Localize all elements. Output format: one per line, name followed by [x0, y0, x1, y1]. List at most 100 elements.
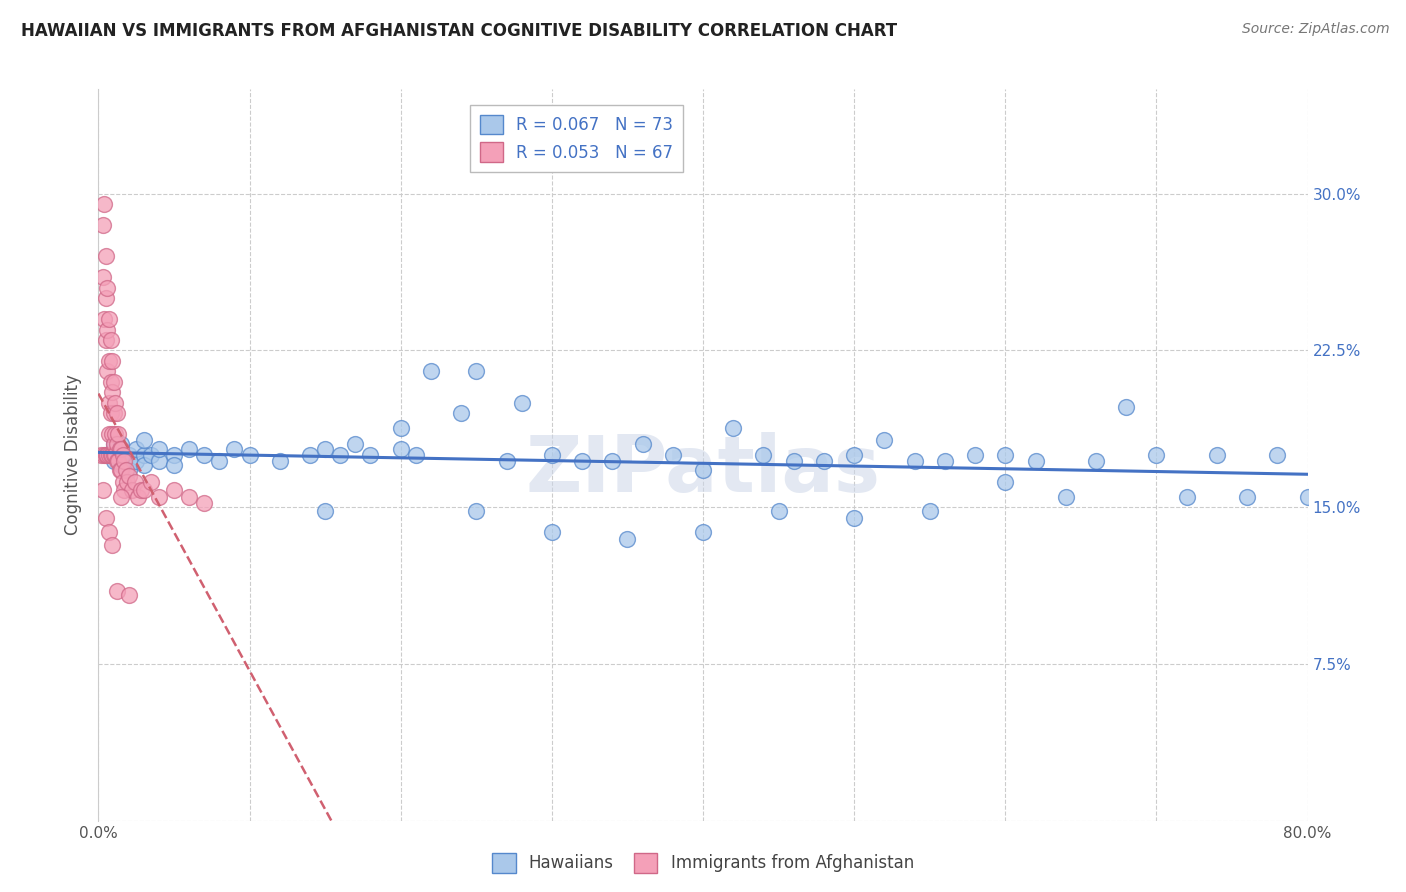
Point [111, 475, 134, 489]
Text: HAWAIIAN VS IMMIGRANTS FROM AFGHANISTAN COGNITIVE DISABILITY CORRELATION CHART: HAWAIIAN VS IMMIGRANTS FROM AFGHANISTAN … [21, 22, 897, 40]
Point [994, 475, 1017, 489]
Point [1175, 490, 1198, 504]
Point [389, 421, 412, 435]
Point [450, 406, 472, 420]
Point [405, 448, 427, 462]
Point [105, 437, 128, 451]
Point [1206, 448, 1229, 462]
Text: Source: ZipAtlas.com: Source: ZipAtlas.com [1241, 22, 1389, 37]
Point [110, 458, 132, 473]
Point [510, 395, 533, 409]
Point [98, 448, 121, 462]
Point [571, 454, 593, 468]
Point [103, 406, 125, 420]
Point [127, 490, 149, 504]
Point [904, 454, 927, 468]
Point [692, 525, 714, 540]
Point [239, 448, 262, 462]
Point [208, 454, 231, 468]
Point [148, 490, 170, 504]
Point [329, 448, 352, 462]
Point [94, 249, 117, 263]
Point [91, 218, 114, 232]
Point [101, 427, 124, 442]
Point [1267, 448, 1289, 462]
Point [108, 442, 131, 456]
Point [118, 468, 141, 483]
Point [101, 448, 124, 462]
Point [125, 454, 148, 468]
Point [111, 448, 134, 462]
Point [110, 448, 132, 462]
Point [132, 483, 155, 498]
Point [844, 448, 866, 462]
Point [105, 583, 128, 598]
Point [661, 448, 683, 462]
Point [1296, 490, 1319, 504]
Point [360, 448, 382, 462]
Point [100, 333, 122, 347]
Point [96, 448, 118, 462]
Point [783, 454, 806, 468]
Point [148, 442, 170, 456]
Point [118, 462, 141, 476]
Point [692, 462, 714, 476]
Point [124, 475, 146, 489]
Point [93, 312, 115, 326]
Point [141, 448, 163, 462]
Point [994, 448, 1017, 462]
Point [105, 406, 128, 420]
Point [110, 462, 132, 476]
Point [118, 454, 141, 468]
Point [101, 354, 124, 368]
Point [163, 448, 186, 462]
Point [132, 458, 155, 473]
Point [224, 442, 246, 456]
Point [269, 454, 291, 468]
Point [1236, 490, 1258, 504]
Point [918, 504, 941, 518]
Point [540, 525, 562, 540]
Point [94, 510, 117, 524]
Point [101, 385, 124, 400]
Point [93, 197, 115, 211]
Point [91, 270, 114, 285]
Point [616, 532, 638, 546]
Point [193, 496, 215, 510]
Point [129, 483, 152, 498]
Point [114, 462, 136, 476]
Point [465, 364, 488, 378]
Point [98, 354, 121, 368]
Point [389, 442, 412, 456]
Point [768, 504, 790, 518]
Point [96, 364, 118, 378]
Point [100, 448, 122, 462]
Point [115, 475, 138, 489]
Point [148, 454, 170, 468]
Point [100, 375, 122, 389]
Point [125, 442, 148, 456]
Point [94, 448, 117, 462]
Point [108, 462, 131, 476]
Text: ZIPatlas: ZIPatlas [526, 432, 880, 508]
Point [179, 442, 201, 456]
Point [314, 504, 336, 518]
Point [110, 490, 132, 504]
Point [193, 448, 215, 462]
Point [94, 291, 117, 305]
Point [602, 454, 624, 468]
Point [132, 448, 155, 462]
Point [104, 448, 127, 462]
Point [813, 454, 835, 468]
Point [873, 434, 896, 448]
Point [118, 588, 141, 602]
Point [934, 454, 956, 468]
Point [107, 427, 129, 442]
Point [107, 454, 129, 468]
Point [723, 421, 745, 435]
Point [118, 448, 141, 462]
Point [121, 483, 143, 498]
Point [105, 454, 128, 468]
Point [540, 448, 562, 462]
Point [495, 454, 517, 468]
